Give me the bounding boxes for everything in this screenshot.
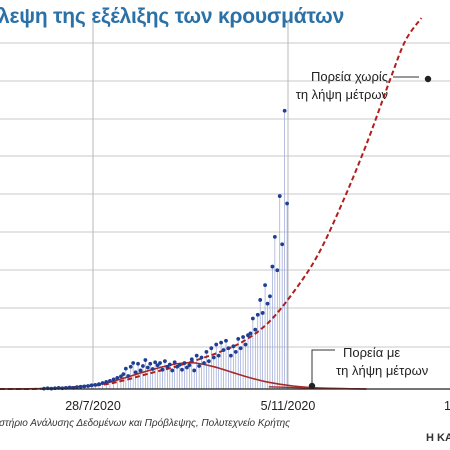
observed-point-58 (206, 359, 211, 364)
observed-point-53 (194, 353, 199, 358)
annotation-with-measures-leader (311, 349, 335, 384)
observed-point-81 (263, 283, 267, 288)
observed-point-75 (248, 331, 253, 336)
observed-point-38 (158, 361, 162, 365)
observed-point-28 (133, 370, 138, 375)
observed-point-61 (214, 342, 219, 347)
observed-point-52 (192, 368, 197, 373)
observed-point-63 (219, 340, 224, 345)
observed-point-71 (238, 346, 243, 351)
x-tick-label-3: 1 (444, 399, 450, 413)
observed-point-55 (199, 355, 204, 360)
annotation-no-measures-line1: Πορεία χωρίς (311, 69, 388, 84)
observed-point-40 (163, 359, 167, 364)
observed-point-87 (277, 194, 282, 198)
observed-point-60 (211, 355, 216, 360)
observed-point-24 (123, 366, 128, 371)
observed-point-85 (272, 234, 277, 239)
observed-point-76 (250, 316, 255, 321)
observed-point-66 (226, 346, 231, 351)
observed-point-84 (270, 264, 275, 269)
observed-point-11 (78, 384, 83, 389)
observed-point-67 (228, 353, 233, 358)
observed-point-14 (89, 383, 94, 388)
observed-point-49 (185, 365, 189, 370)
observed-point-82 (265, 301, 270, 306)
observed-point-21 (115, 375, 120, 380)
observed-point-79 (258, 298, 263, 302)
observed-point-33 (145, 365, 150, 370)
observed-point-50 (187, 363, 192, 368)
observed-point-37 (155, 363, 160, 368)
observed-point-15 (93, 383, 98, 387)
no-measures-curve (0, 17, 423, 390)
observed-point-10 (75, 385, 79, 390)
observed-point-43 (170, 368, 175, 373)
annotation-no-measures-line2: τη λήψη μέτρων (296, 87, 388, 102)
observed-point-19 (108, 378, 112, 383)
observed-point-29 (136, 361, 140, 366)
observed-point-70 (236, 337, 241, 341)
observed-point-30 (138, 368, 143, 373)
observed-point-22 (119, 374, 123, 379)
observed-point-78 (255, 312, 260, 317)
x-tick-label-2: 5/11/2020 (261, 399, 316, 413)
observed-point-73 (243, 342, 248, 347)
observed-point-54 (197, 364, 202, 368)
observed-point-64 (221, 348, 226, 352)
observed-point-56 (202, 361, 206, 365)
observed-point-18 (104, 380, 109, 384)
x-tick-label-1: 28/7/2020 (65, 399, 121, 413)
observed-point-39 (160, 367, 165, 372)
annotation-no-measures-marker (424, 75, 432, 83)
observed-point-20 (111, 377, 116, 382)
observed-point-34 (148, 361, 153, 366)
observed-point-62 (216, 353, 221, 358)
observed-point-12 (82, 384, 87, 389)
observed-point-68 (231, 344, 236, 349)
observed-point-42 (167, 362, 172, 367)
observed-point-77 (253, 327, 258, 332)
chart-title: λεψη της εξέλιξης των κρουσμάτων (0, 5, 345, 28)
observed-point-65 (224, 338, 228, 343)
observed-point-48 (182, 361, 187, 365)
observed-point-59 (209, 346, 214, 351)
source-note: στήριο Ανάλυσης Δεδομένων και Πρόβλεψης,… (0, 417, 290, 429)
observed-point-36 (153, 360, 158, 365)
observed-point-89 (282, 108, 287, 113)
observed-point-86 (275, 268, 280, 273)
observed-point-35 (150, 367, 155, 371)
annotation-with-measures-line2: τη λήψη μέτρων (336, 363, 428, 378)
observed-point-47 (180, 367, 184, 372)
observed-point-25 (126, 374, 131, 378)
observed-point-44 (172, 360, 177, 365)
observed-point-16 (97, 382, 101, 387)
annotation-with-measures-marker (308, 382, 316, 390)
observed-point-41 (165, 364, 170, 369)
observed-points (42, 108, 289, 391)
observed-point-69 (233, 350, 238, 354)
observed-point-23 (121, 372, 126, 377)
observed-point-17 (100, 381, 105, 385)
observed-point-32 (143, 358, 148, 362)
observed-point-31 (141, 364, 145, 368)
observed-point-83 (268, 294, 272, 299)
annotation-with-measures-line1: Πορεία με (343, 345, 400, 360)
observed-point-46 (177, 362, 182, 367)
observed-point-13 (86, 384, 90, 388)
observed-point-51 (189, 357, 194, 362)
observed-point-57 (204, 350, 209, 354)
observed-point-72 (241, 335, 245, 339)
observed-point-26 (128, 364, 133, 369)
observed-point-90 (285, 201, 289, 206)
publisher-credit: Η ΚΑ (426, 432, 450, 444)
observed-point-27 (131, 361, 136, 365)
observed-point-88 (280, 242, 285, 247)
observed-point-80 (260, 311, 265, 315)
